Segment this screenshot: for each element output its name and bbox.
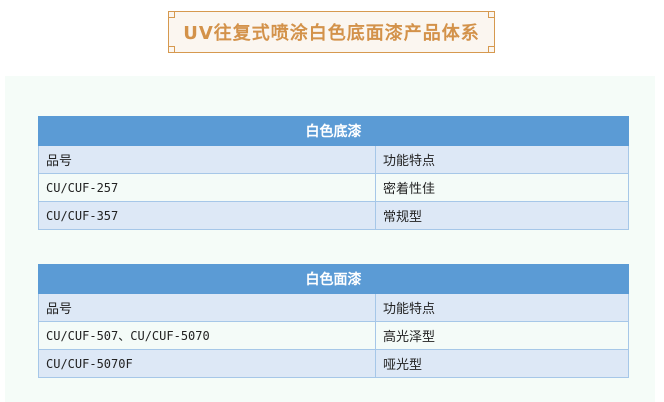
title-banner: UV往复式喷涂白色底面漆产品体系 [168, 11, 495, 53]
product-code: CU/CUF-257 [38, 173, 376, 202]
topcoat-table: 白色面漆 品号 功能特点 CU/CUF-507、CU/CUF-5070 高光泽型… [38, 264, 629, 378]
product-code: CU/CUF-357 [38, 201, 376, 230]
feature: 密着性佳 [375, 173, 629, 202]
corner-ornament [168, 46, 175, 53]
corner-ornament [488, 46, 495, 53]
column-header: 品号 [38, 145, 376, 174]
corner-ornament [168, 11, 175, 18]
column-header: 功能特点 [375, 145, 629, 174]
feature: 常规型 [375, 201, 629, 230]
table-row: CU/CUF-257 密着性佳 [38, 173, 629, 202]
corner-ornament [488, 11, 495, 18]
table-title: 白色底漆 [38, 116, 629, 146]
primer-table: 白色底漆 品号 功能特点 CU/CUF-257 密着性佳 CU/CUF-357 … [38, 116, 629, 230]
product-code: CU/CUF-507、CU/CUF-5070 [38, 321, 376, 350]
column-header: 功能特点 [375, 293, 629, 322]
table-header-row: 品号 功能特点 [38, 145, 629, 174]
table-title: 白色面漆 [38, 264, 629, 294]
product-code: CU/CUF-5070F [38, 349, 376, 378]
table-header-row: 品号 功能特点 [38, 293, 629, 322]
feature: 哑光型 [375, 349, 629, 378]
feature: 高光泽型 [375, 321, 629, 350]
table-row: CU/CUF-507、CU/CUF-5070 高光泽型 [38, 321, 629, 350]
column-header: 品号 [38, 293, 376, 322]
table-row: CU/CUF-5070F 哑光型 [38, 349, 629, 378]
table-row: CU/CUF-357 常规型 [38, 201, 629, 230]
page-title: UV往复式喷涂白色底面漆产品体系 [183, 23, 480, 44]
